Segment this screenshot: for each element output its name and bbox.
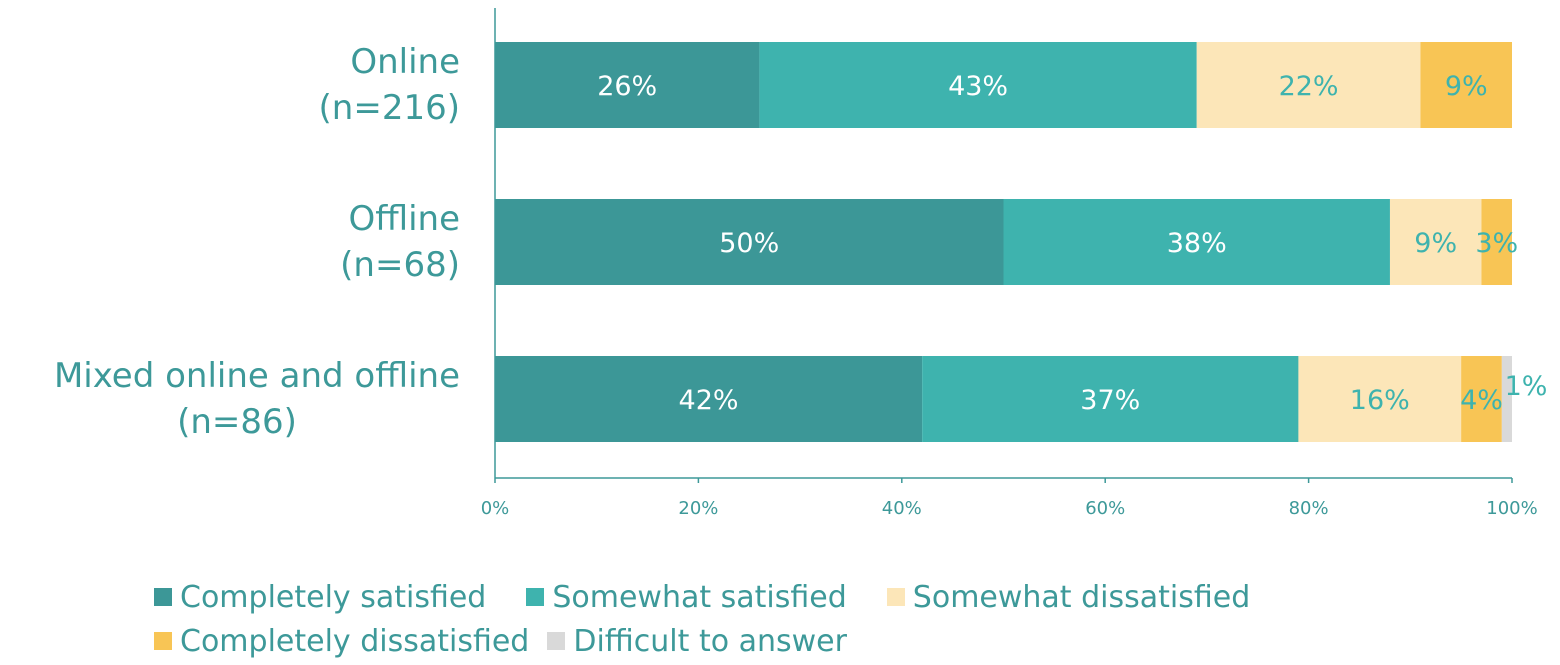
data-label: 38%	[1167, 228, 1227, 259]
legend-item-difficult-to-answer: Difficult to answer	[547, 624, 847, 659]
bar-segment	[1003, 199, 1390, 285]
bar-segment	[759, 42, 1197, 128]
legend-label: Somewhat dissatisfied	[912, 579, 1251, 615]
data-label: 50%	[719, 228, 779, 259]
legend-label: Completely satisfied	[180, 579, 487, 615]
bar-segment	[922, 356, 1299, 442]
chart-plot: 26% 43% 22% 9% Online (n=216) 50% 38% 9% 3% Offlin…	[54, 8, 1548, 519]
data-label: 1%	[1505, 371, 1548, 402]
legend-label: Difficult to answer	[573, 623, 847, 659]
bar-segment	[1389, 199, 1482, 285]
x-tick-label: 80%	[1289, 498, 1329, 519]
legend-swatch	[154, 632, 172, 650]
data-label: 9%	[1445, 71, 1488, 102]
legend-swatch	[526, 588, 545, 606]
legend-item-completely-dissatisfied: Completely dissatisfied	[154, 624, 529, 659]
legend-label: Somewhat satisfied	[552, 579, 847, 615]
bar-segment	[1420, 42, 1512, 128]
bar-segment	[495, 42, 760, 128]
x-tick-label: 40%	[882, 498, 922, 519]
legend-row-1: Completely satisfied Somewhat satisfied …	[154, 575, 1454, 619]
bar-segment	[495, 199, 1004, 285]
category-label: (n=86)	[177, 402, 297, 442]
data-label: 26%	[597, 71, 657, 102]
x-tick-label: 20%	[678, 498, 718, 519]
data-label: 37%	[1080, 385, 1140, 416]
bar-segment	[1298, 356, 1462, 442]
legend-row-2: Completely dissatisfied Difficult to ans…	[154, 619, 1454, 663]
x-tick-label: 60%	[1085, 498, 1125, 519]
legend-swatch	[886, 588, 905, 606]
data-label: 3%	[1475, 228, 1518, 259]
legend-swatch	[547, 632, 566, 650]
x-tick-label: 100%	[1486, 498, 1537, 519]
data-label: 9%	[1414, 228, 1457, 259]
legend-label: Completely dissatisfied	[180, 623, 530, 659]
data-label: 42%	[679, 385, 739, 416]
data-label: 43%	[948, 71, 1008, 102]
x-tick-label: 0%	[481, 498, 510, 519]
legend-swatch	[154, 588, 172, 606]
chart-legend: Completely satisfied Somewhat satisfied …	[154, 575, 1454, 663]
bar-segment	[1196, 42, 1421, 128]
category-label: (n=216)	[319, 88, 460, 128]
legend-item-somewhat-satisfied: Somewhat satisfied	[526, 579, 847, 615]
category-label: (n=68)	[340, 245, 460, 285]
bar-segment	[1461, 356, 1502, 442]
bar-segment	[1501, 356, 1512, 442]
category-label: Mixed online and offline	[54, 356, 460, 396]
data-label: 4%	[1460, 385, 1503, 416]
legend-item-somewhat-dissatisfied: Somewhat dissatisfied	[886, 579, 1251, 615]
category-label: Online	[350, 42, 460, 82]
data-label: 16%	[1350, 385, 1410, 416]
bar-segment	[495, 356, 923, 442]
data-label: 22%	[1279, 71, 1339, 102]
legend-item-completely-satisfied: Completely satisfied	[154, 580, 486, 615]
bar-segment	[1481, 199, 1512, 285]
category-label: Offline	[348, 199, 460, 239]
